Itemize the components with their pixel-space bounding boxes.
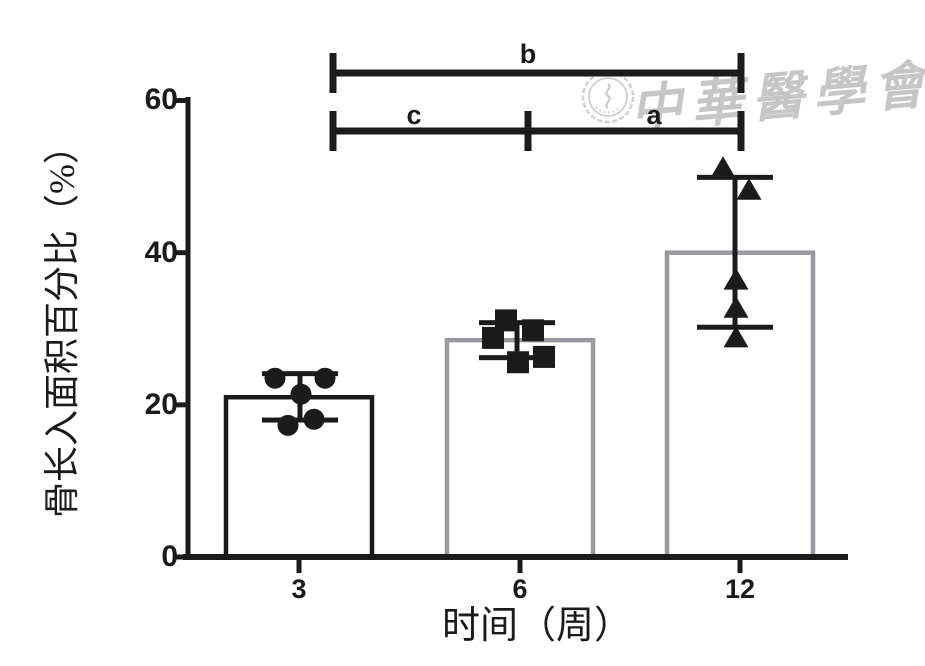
error-cap-bottom-3 — [262, 417, 338, 423]
sig-line-tick — [737, 111, 745, 151]
data-point-circle — [277, 414, 299, 436]
error-cap-top-3 — [262, 371, 338, 377]
x-axis-title: 时间（周） — [441, 605, 632, 647]
data-point-triangle — [710, 156, 736, 178]
data-point-circle — [314, 367, 336, 389]
y-axis-tick — [174, 554, 186, 560]
sig-line-tick — [329, 53, 337, 93]
error-bar-line-12 — [732, 177, 738, 328]
data-point-triangle — [723, 296, 749, 318]
bar-12 — [664, 250, 816, 560]
data-point-square — [495, 309, 517, 332]
x-axis-tick — [737, 560, 743, 573]
y-axis-title: 骨长入面积百分比（%） — [42, 128, 82, 518]
y-axis-line — [185, 97, 191, 560]
data-point-triangle — [723, 325, 749, 348]
bar-3 — [223, 394, 375, 560]
sig-label-b: b — [519, 39, 537, 69]
x-tick-label-12: 12 — [724, 574, 756, 604]
data-point-triangle — [723, 268, 749, 290]
data-point-circle — [303, 408, 325, 430]
x-tick-label-3: 3 — [291, 574, 307, 604]
sig-line-tick — [329, 111, 337, 151]
data-point-square — [522, 319, 544, 342]
y-tick-label-0: 0 — [161, 540, 178, 573]
sig-label-a: a — [646, 100, 662, 130]
sig-line-tick — [737, 53, 745, 93]
error-cap-bottom-12 — [697, 324, 773, 330]
sig-label-c: c — [406, 100, 422, 130]
data-point-triangle — [736, 178, 762, 200]
y-tick-label-40: 40 — [144, 236, 178, 269]
y-axis-tick — [174, 250, 186, 256]
sig-line-0 — [333, 69, 741, 77]
sig-line-1 — [333, 127, 741, 135]
data-point-square — [507, 351, 529, 374]
x-axis-tick — [517, 560, 523, 573]
data-point-circle — [290, 383, 312, 405]
data-point-circle — [264, 367, 286, 389]
y-axis-tick — [174, 98, 186, 104]
sig-line-tick — [524, 111, 532, 151]
x-axis-line — [183, 554, 848, 560]
y-tick-label-60: 60 — [144, 83, 178, 116]
error-bar-line-6 — [514, 322, 520, 358]
x-axis-tick — [296, 560, 302, 573]
y-tick-label-20: 20 — [144, 388, 178, 421]
y-axis-tick — [174, 402, 186, 408]
data-point-square — [533, 345, 555, 368]
x-tick-label-6: 6 — [512, 574, 528, 604]
data-point-square — [482, 326, 504, 349]
